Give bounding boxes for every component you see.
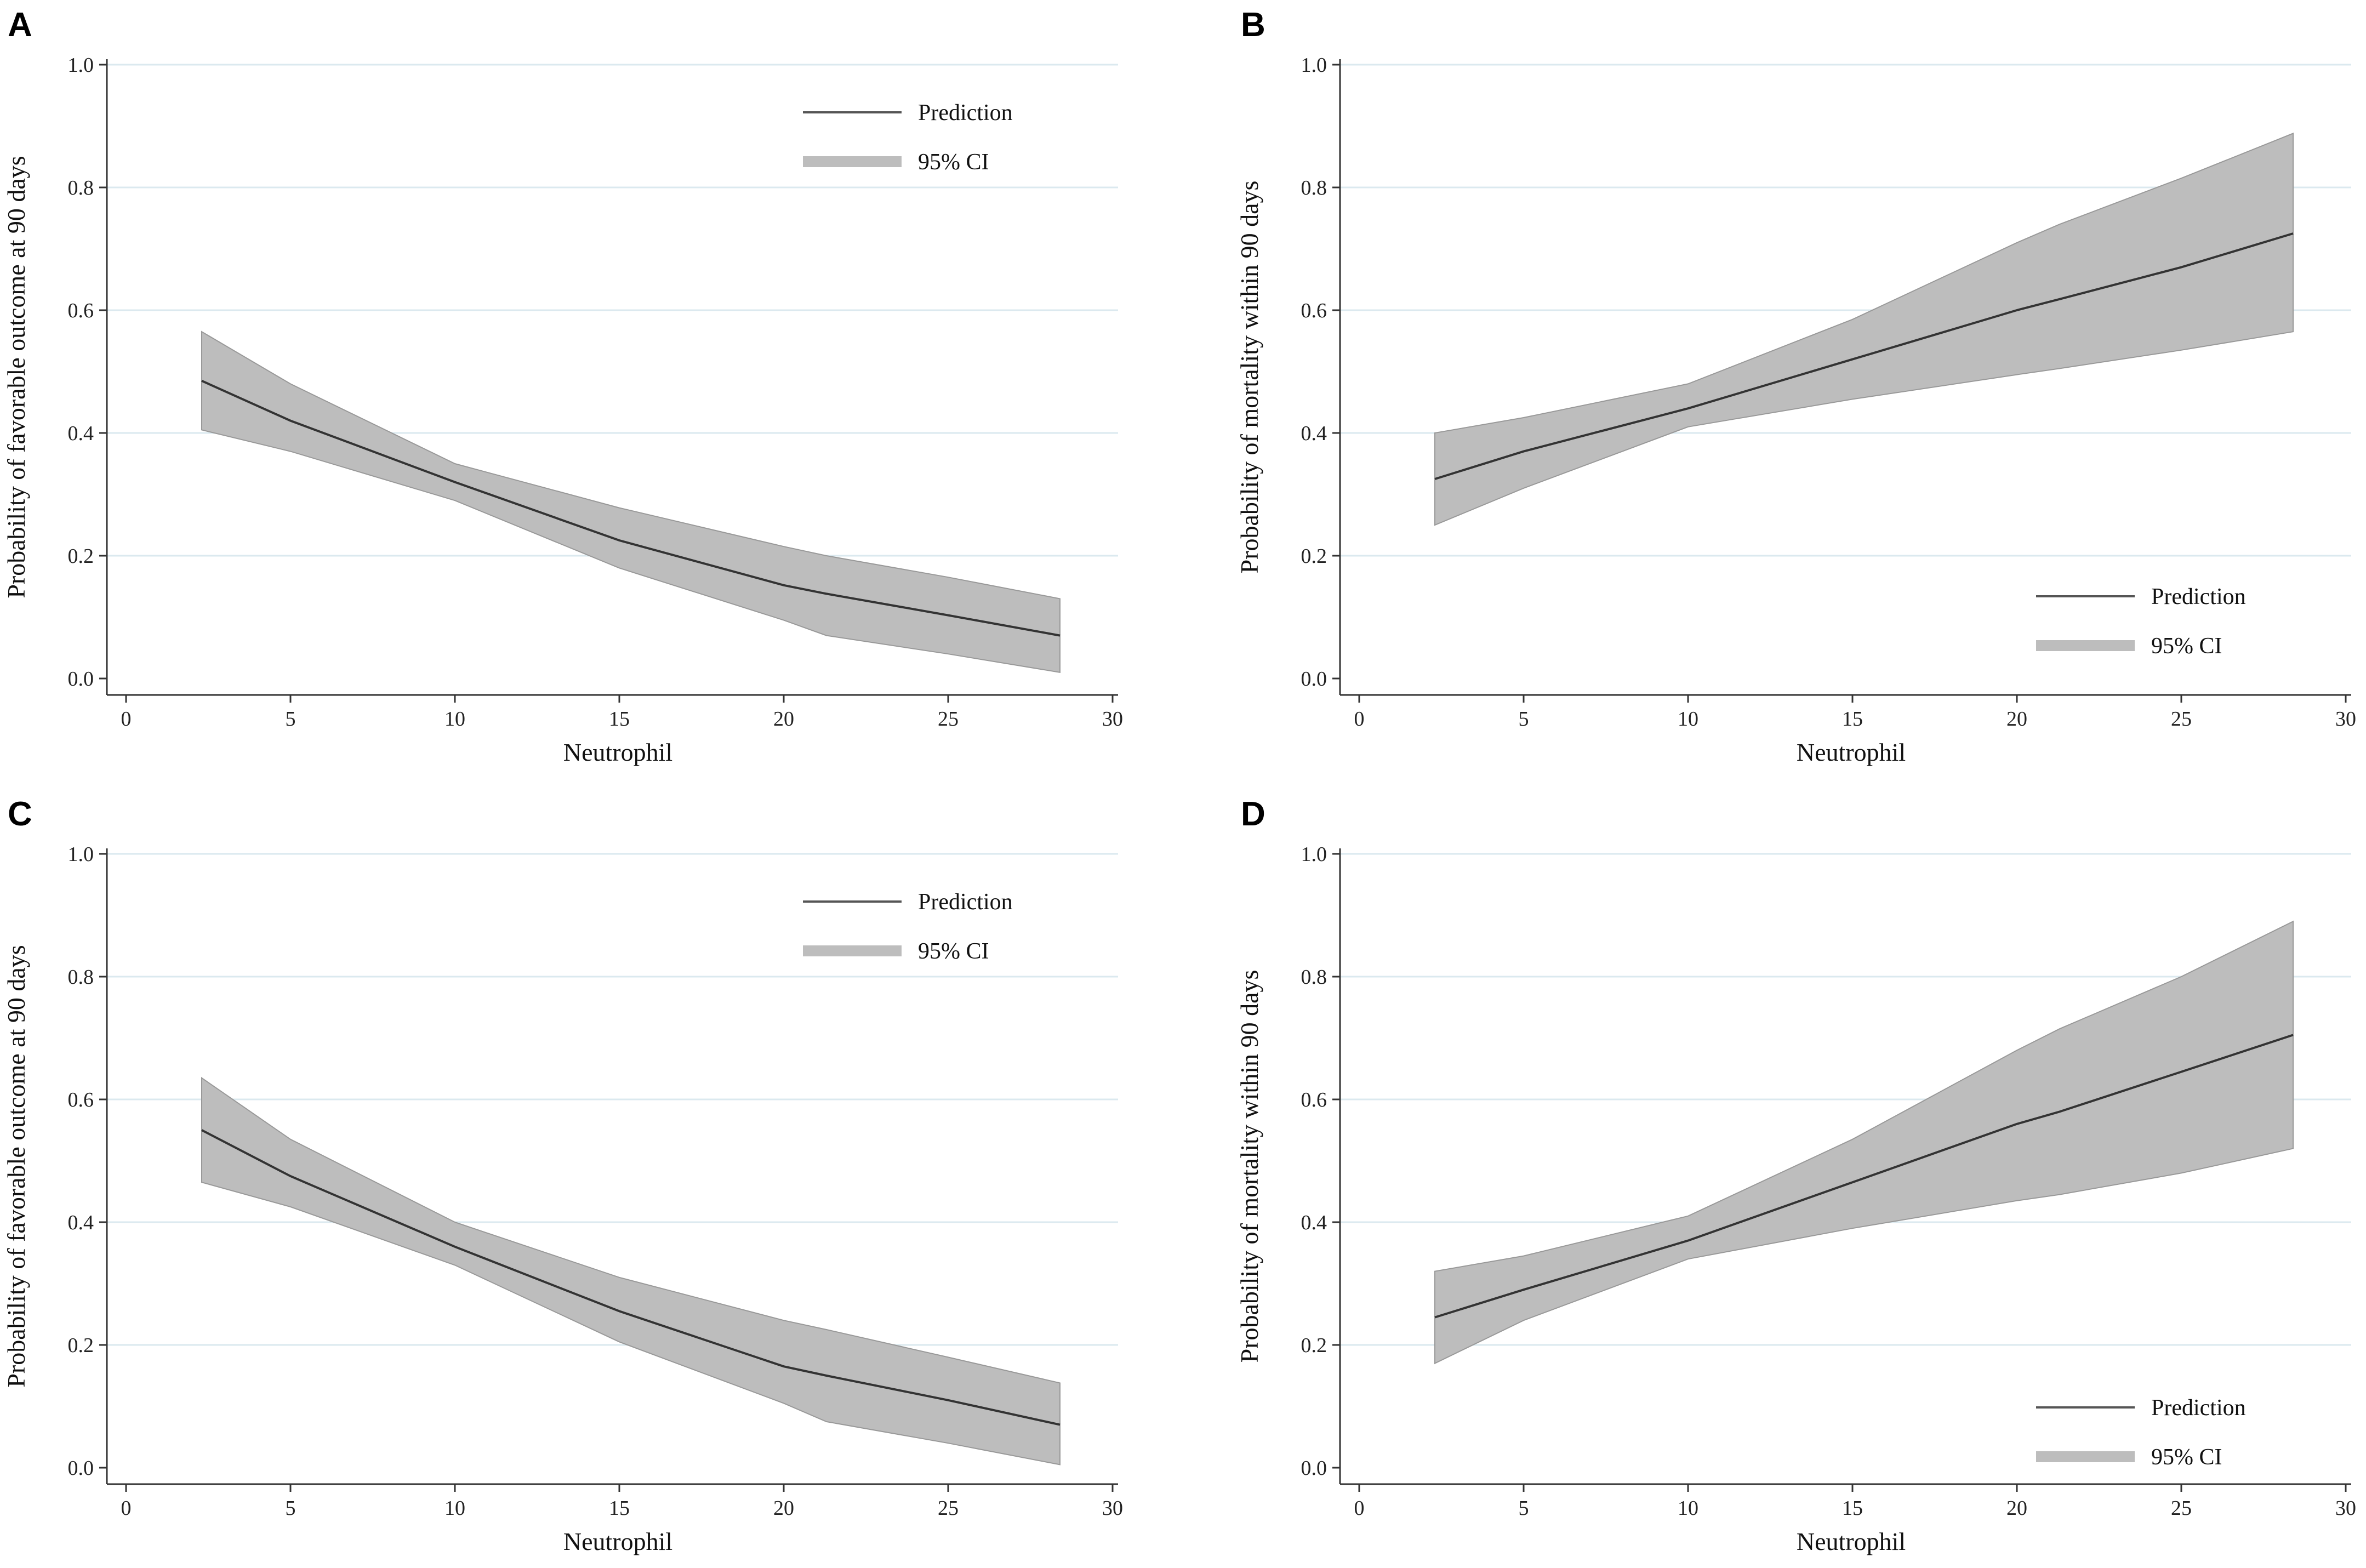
panel-c-legend-ci-swatch xyxy=(803,945,902,956)
panel-b-y-axis-title: Probability of mortality within 90 days xyxy=(1235,181,1263,574)
panel-a-y-axis-title: Probability of favorable outcome at 90 d… xyxy=(2,156,30,598)
panel-b-y-tick-label: 0.2 xyxy=(1301,545,1327,568)
panel-b-legend-prediction-label: Prediction xyxy=(2151,584,2246,609)
panel-c-x-tick-label: 5 xyxy=(286,1497,296,1520)
panel-b-x-tick-label: 25 xyxy=(2171,708,2192,731)
panel-a-legend-ci-swatch xyxy=(803,156,902,167)
panel-c-prediction-line xyxy=(201,1129,1061,1426)
panel-b-ci-band xyxy=(1434,132,2294,526)
panel-a-x-tick-label: 5 xyxy=(286,708,296,731)
panel-a-letter: A xyxy=(8,6,32,44)
panel-a-legend-ci-label: 95% CI xyxy=(918,150,989,175)
panel-a-y-tick-label: 0.8 xyxy=(68,176,94,199)
panel-d-x-tick-label: 0 xyxy=(1354,1497,1365,1520)
panel-c-y-tick-label: 0.8 xyxy=(68,966,94,989)
panel-a-y-tick-label: 0.6 xyxy=(68,299,94,322)
panel-d-x-tick-label: 10 xyxy=(1678,1497,1698,1520)
panel-a-legend: Prediction 95% CI xyxy=(803,100,1013,175)
panel-c-y-tick-label: 1.0 xyxy=(68,843,94,866)
panel-d-legend-prediction-label: Prediction xyxy=(2151,1395,2246,1421)
panel-d-y-tick-label: 0.0 xyxy=(1301,1457,1327,1480)
panel-c-x-tick-label: 0 xyxy=(121,1497,132,1520)
panel-a-y-tick-label: 0.4 xyxy=(68,422,94,445)
panel-c-x-tick-label: 30 xyxy=(1102,1497,1123,1520)
panel-b-y-tick-label: 0.8 xyxy=(1301,176,1327,199)
panel-d-x-tick-label: 25 xyxy=(2171,1497,2192,1520)
panel-a-x-tick-label: 20 xyxy=(773,708,794,731)
panel-d-letter: D xyxy=(1241,795,1265,833)
panel-b-x-axis-title: Neutrophil xyxy=(1797,738,1906,766)
panel-d-prediction-line xyxy=(1434,1034,2294,1319)
panel-b-x-tick-label: 10 xyxy=(1678,708,1698,731)
panel-d-x-tick-label: 20 xyxy=(2006,1497,2027,1520)
panel-b-x-tick-label: 0 xyxy=(1354,708,1365,731)
panel-d-x-tick-label: 30 xyxy=(2335,1497,2356,1520)
panel-c-y-tick-label: 0.2 xyxy=(68,1334,94,1357)
panel-c-y-tick-label: 0.4 xyxy=(68,1211,94,1234)
panel-c-x-tick-label: 20 xyxy=(773,1497,794,1520)
panel-a-ci-band xyxy=(201,330,1061,673)
panel-d-y-tick-label: 0.4 xyxy=(1301,1211,1327,1234)
panel-a-x-tick-label: 30 xyxy=(1102,708,1123,731)
panel-a-y-tick-label: 1.0 xyxy=(68,54,94,77)
panel-b-prediction-line xyxy=(1434,232,2294,480)
panel-d-y-tick-label: 0.8 xyxy=(1301,966,1327,989)
panel-d-legend-ci-label: 95% CI xyxy=(2151,1445,2222,1470)
panel-d-x-tick-label: 15 xyxy=(1842,1497,1863,1520)
panel-b-y-tick-label: 0.6 xyxy=(1301,299,1327,322)
panel-b-x-tick-label: 30 xyxy=(2335,708,2356,731)
panel-d-y-axis-title: Probability of mortality within 90 days xyxy=(1235,970,1263,1363)
panel-b-legend-ci-label: 95% CI xyxy=(2151,634,2222,659)
panel-c-x-axis-title: Neutrophil xyxy=(563,1527,672,1555)
panel-c-y-axis-title: Probability of favorable outcome at 90 d… xyxy=(2,945,30,1387)
panel-a-legend-prediction-label: Prediction xyxy=(918,100,1013,126)
panel-b-legend-ci-swatch xyxy=(2036,640,2135,651)
panel-a-x-axis-title: Neutrophil xyxy=(563,738,672,766)
panel-c: C 0.0 0.2 0.4 0.6 0.8 1.0 0 5 10 15 20 25 30 Neutrophi… xyxy=(2,795,1123,1555)
panel-d-ci-band xyxy=(1434,920,2294,1365)
panel-c-x-tick-label: 25 xyxy=(938,1497,959,1520)
panel-b-x-tick-label: 20 xyxy=(2006,708,2027,731)
panel-b-x-tick-label: 15 xyxy=(1842,708,1863,731)
panel-c-ci-band xyxy=(201,1076,1061,1466)
panel-c-x-tick-label: 15 xyxy=(609,1497,630,1520)
panel-c-legend-ci-label: 95% CI xyxy=(918,939,989,964)
panel-d-y-tick-label: 0.6 xyxy=(1301,1088,1327,1111)
panel-c-y-tick-label: 0.0 xyxy=(68,1457,94,1480)
panel-d-legend-ci-swatch xyxy=(2036,1451,2135,1462)
panel-d-x-tick-label: 5 xyxy=(1519,1497,1529,1520)
panel-c-legend: Prediction 95% CI xyxy=(803,890,1013,964)
panel-a-y-tick-label: 0.2 xyxy=(68,545,94,568)
panel-b-letter: B xyxy=(1241,6,1265,44)
panel-c-letter: C xyxy=(8,795,32,833)
panel-c-legend-prediction-label: Prediction xyxy=(918,890,1013,915)
panel-d-y-tick-label: 0.2 xyxy=(1301,1334,1327,1357)
panel-d-x-axis-title: Neutrophil xyxy=(1797,1527,1906,1555)
panel-b-y-tick-label: 1.0 xyxy=(1301,54,1327,77)
panel-b: B 0.0 0.2 0.4 0.6 0.8 1.0 0 5 10 15 20 25 30 Neutrophi… xyxy=(1235,6,2356,766)
panel-d: D 0.0 0.2 0.4 0.6 0.8 1.0 0 5 10 15 20 25 30 Neutrophi… xyxy=(1235,795,2356,1555)
panel-a-x-tick-label: 10 xyxy=(444,708,465,731)
panel-d-y-tick-label: 1.0 xyxy=(1301,843,1327,866)
panel-a-x-tick-label: 25 xyxy=(938,708,959,731)
panel-d-legend: Prediction 95% CI xyxy=(2036,1395,2246,1470)
panel-b-y-tick-label: 0.0 xyxy=(1301,668,1327,691)
panel-a-y-tick-label: 0.0 xyxy=(68,668,94,691)
panel-c-x-tick-label: 10 xyxy=(444,1497,465,1520)
panel-a-x-tick-label: 15 xyxy=(609,708,630,731)
panel-a-prediction-line xyxy=(201,379,1061,637)
panel-b-y-tick-label: 0.4 xyxy=(1301,422,1327,445)
panel-a: A 0.0 0.2 0.4 0.6 0.8 1.0 0 5 10 15 20 25 30 Neutrophi… xyxy=(2,6,1123,766)
panel-b-x-tick-label: 5 xyxy=(1519,708,1529,731)
panel-a-x-tick-label: 0 xyxy=(121,708,132,731)
panel-c-y-tick-label: 0.6 xyxy=(68,1088,94,1111)
panel-b-legend: Prediction 95% CI xyxy=(2036,584,2246,659)
